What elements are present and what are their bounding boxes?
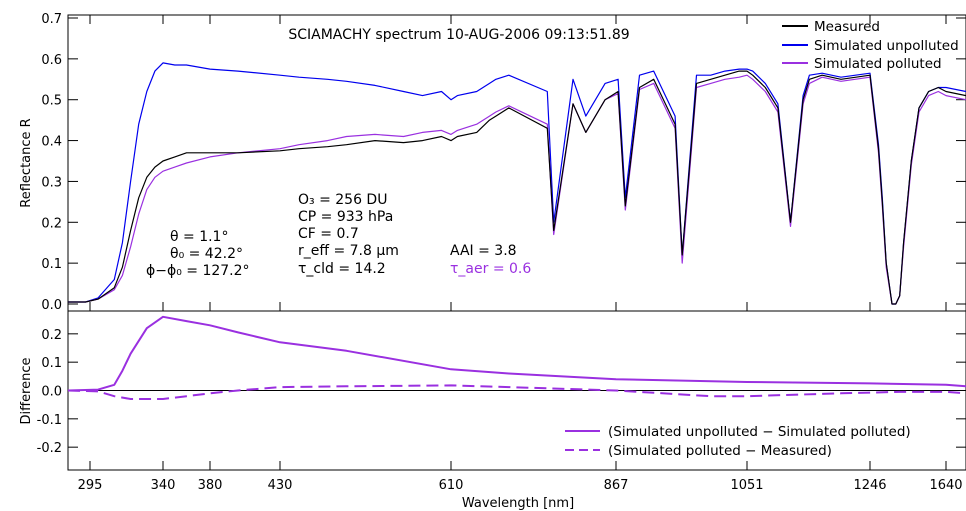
x-tick-label: 1640 — [929, 478, 962, 493]
x-ticks: 295 340 380 430 610 867 1051 1246 1640 — [78, 15, 963, 493]
top-y-tick-label: 0.1 — [41, 257, 62, 272]
annotation-phi: ϕ−ϕ₀ = 127.2° — [146, 263, 250, 279]
top-y-tick-label: 0.3 — [41, 175, 62, 190]
top-legend: Measured Simulated unpolluted Simulated … — [782, 19, 959, 72]
bottom-y-tick-label: 0.0 — [41, 385, 62, 400]
difference-line-solid — [67, 315, 966, 392]
top-y-ticks: 0.0 0.1 0.2 0.3 0.4 0.5 0.6 0.7 — [41, 12, 966, 313]
legend-label-polluted: Simulated polluted — [814, 56, 942, 72]
bottom-y-tick-label: -0.1 — [37, 413, 62, 428]
top-y-tick-label: 0.6 — [41, 53, 62, 68]
top-y-tick-label: 0.4 — [41, 135, 62, 150]
geometry-annotations: θ = 1.1° θ₀ = 42.2° ϕ−ϕ₀ = 127.2° — [146, 229, 250, 279]
x-tick-label: 1051 — [730, 478, 763, 493]
top-y-tick-label: 0.0 — [41, 298, 62, 313]
x-tick-label: 867 — [604, 478, 629, 493]
legend-label-unpolluted: Simulated unpolluted — [814, 38, 959, 54]
top-y-tick-label: 0.5 — [41, 94, 62, 109]
annotation-aai: AAI = 3.8 — [450, 243, 517, 259]
annotation-o3: O₃ = 256 DU — [298, 192, 387, 208]
bottom-y-tick-label: 0.2 — [41, 328, 62, 343]
bottom-y-tick-label: 0.1 — [41, 356, 62, 371]
annotation-reff: r_eff = 7.8 µm — [298, 243, 399, 259]
x-tick-label: 610 — [439, 478, 464, 493]
legend-label-diff-dashed: (Simulated polluted − Measured) — [608, 443, 832, 459]
top-series-group — [68, 62, 966, 305]
annotation-tau-aer: τ_aer = 0.6 — [450, 261, 531, 277]
annotation-cf: CF = 0.7 — [298, 226, 359, 242]
top-y-tick-label: 0.7 — [41, 12, 62, 27]
x-tick-label: 1246 — [853, 478, 886, 493]
bottom-y-axis-label: Difference — [19, 357, 34, 424]
annotation-tau-cld: τ_cld = 14.2 — [298, 261, 386, 277]
bottom-series-group — [67, 315, 966, 400]
x-tick-label: 340 — [151, 478, 176, 493]
legend-label-diff-solid: (Simulated unpolluted − Simulated pollut… — [608, 424, 911, 440]
top-y-tick-label: 0.2 — [41, 216, 62, 231]
chart-title: SCIAMACHY spectrum 10-AUG-2006 09:13:51.… — [288, 27, 629, 43]
retrieval-annotations: O₃ = 256 DU CP = 933 hPa CF = 0.7 r_eff … — [298, 192, 399, 277]
x-tick-label: 430 — [268, 478, 293, 493]
x-tick-label: 295 — [78, 478, 103, 493]
annotation-theta0: θ₀ = 42.2° — [170, 246, 243, 262]
difference-line-dashed — [67, 384, 966, 400]
bottom-legend: (Simulated unpolluted − Simulated pollut… — [565, 424, 911, 459]
legend-label-measured: Measured — [814, 19, 880, 35]
x-axis-label: Wavelength [nm] — [462, 496, 574, 511]
annotation-theta: θ = 1.1° — [170, 229, 228, 245]
bottom-y-tick-label: -0.2 — [37, 441, 62, 456]
series-line-measured — [68, 70, 966, 305]
top-y-axis-label: Reflectance R — [19, 118, 34, 207]
x-tick-label: 380 — [198, 478, 223, 493]
annotation-cp: CP = 933 hPa — [298, 209, 393, 225]
